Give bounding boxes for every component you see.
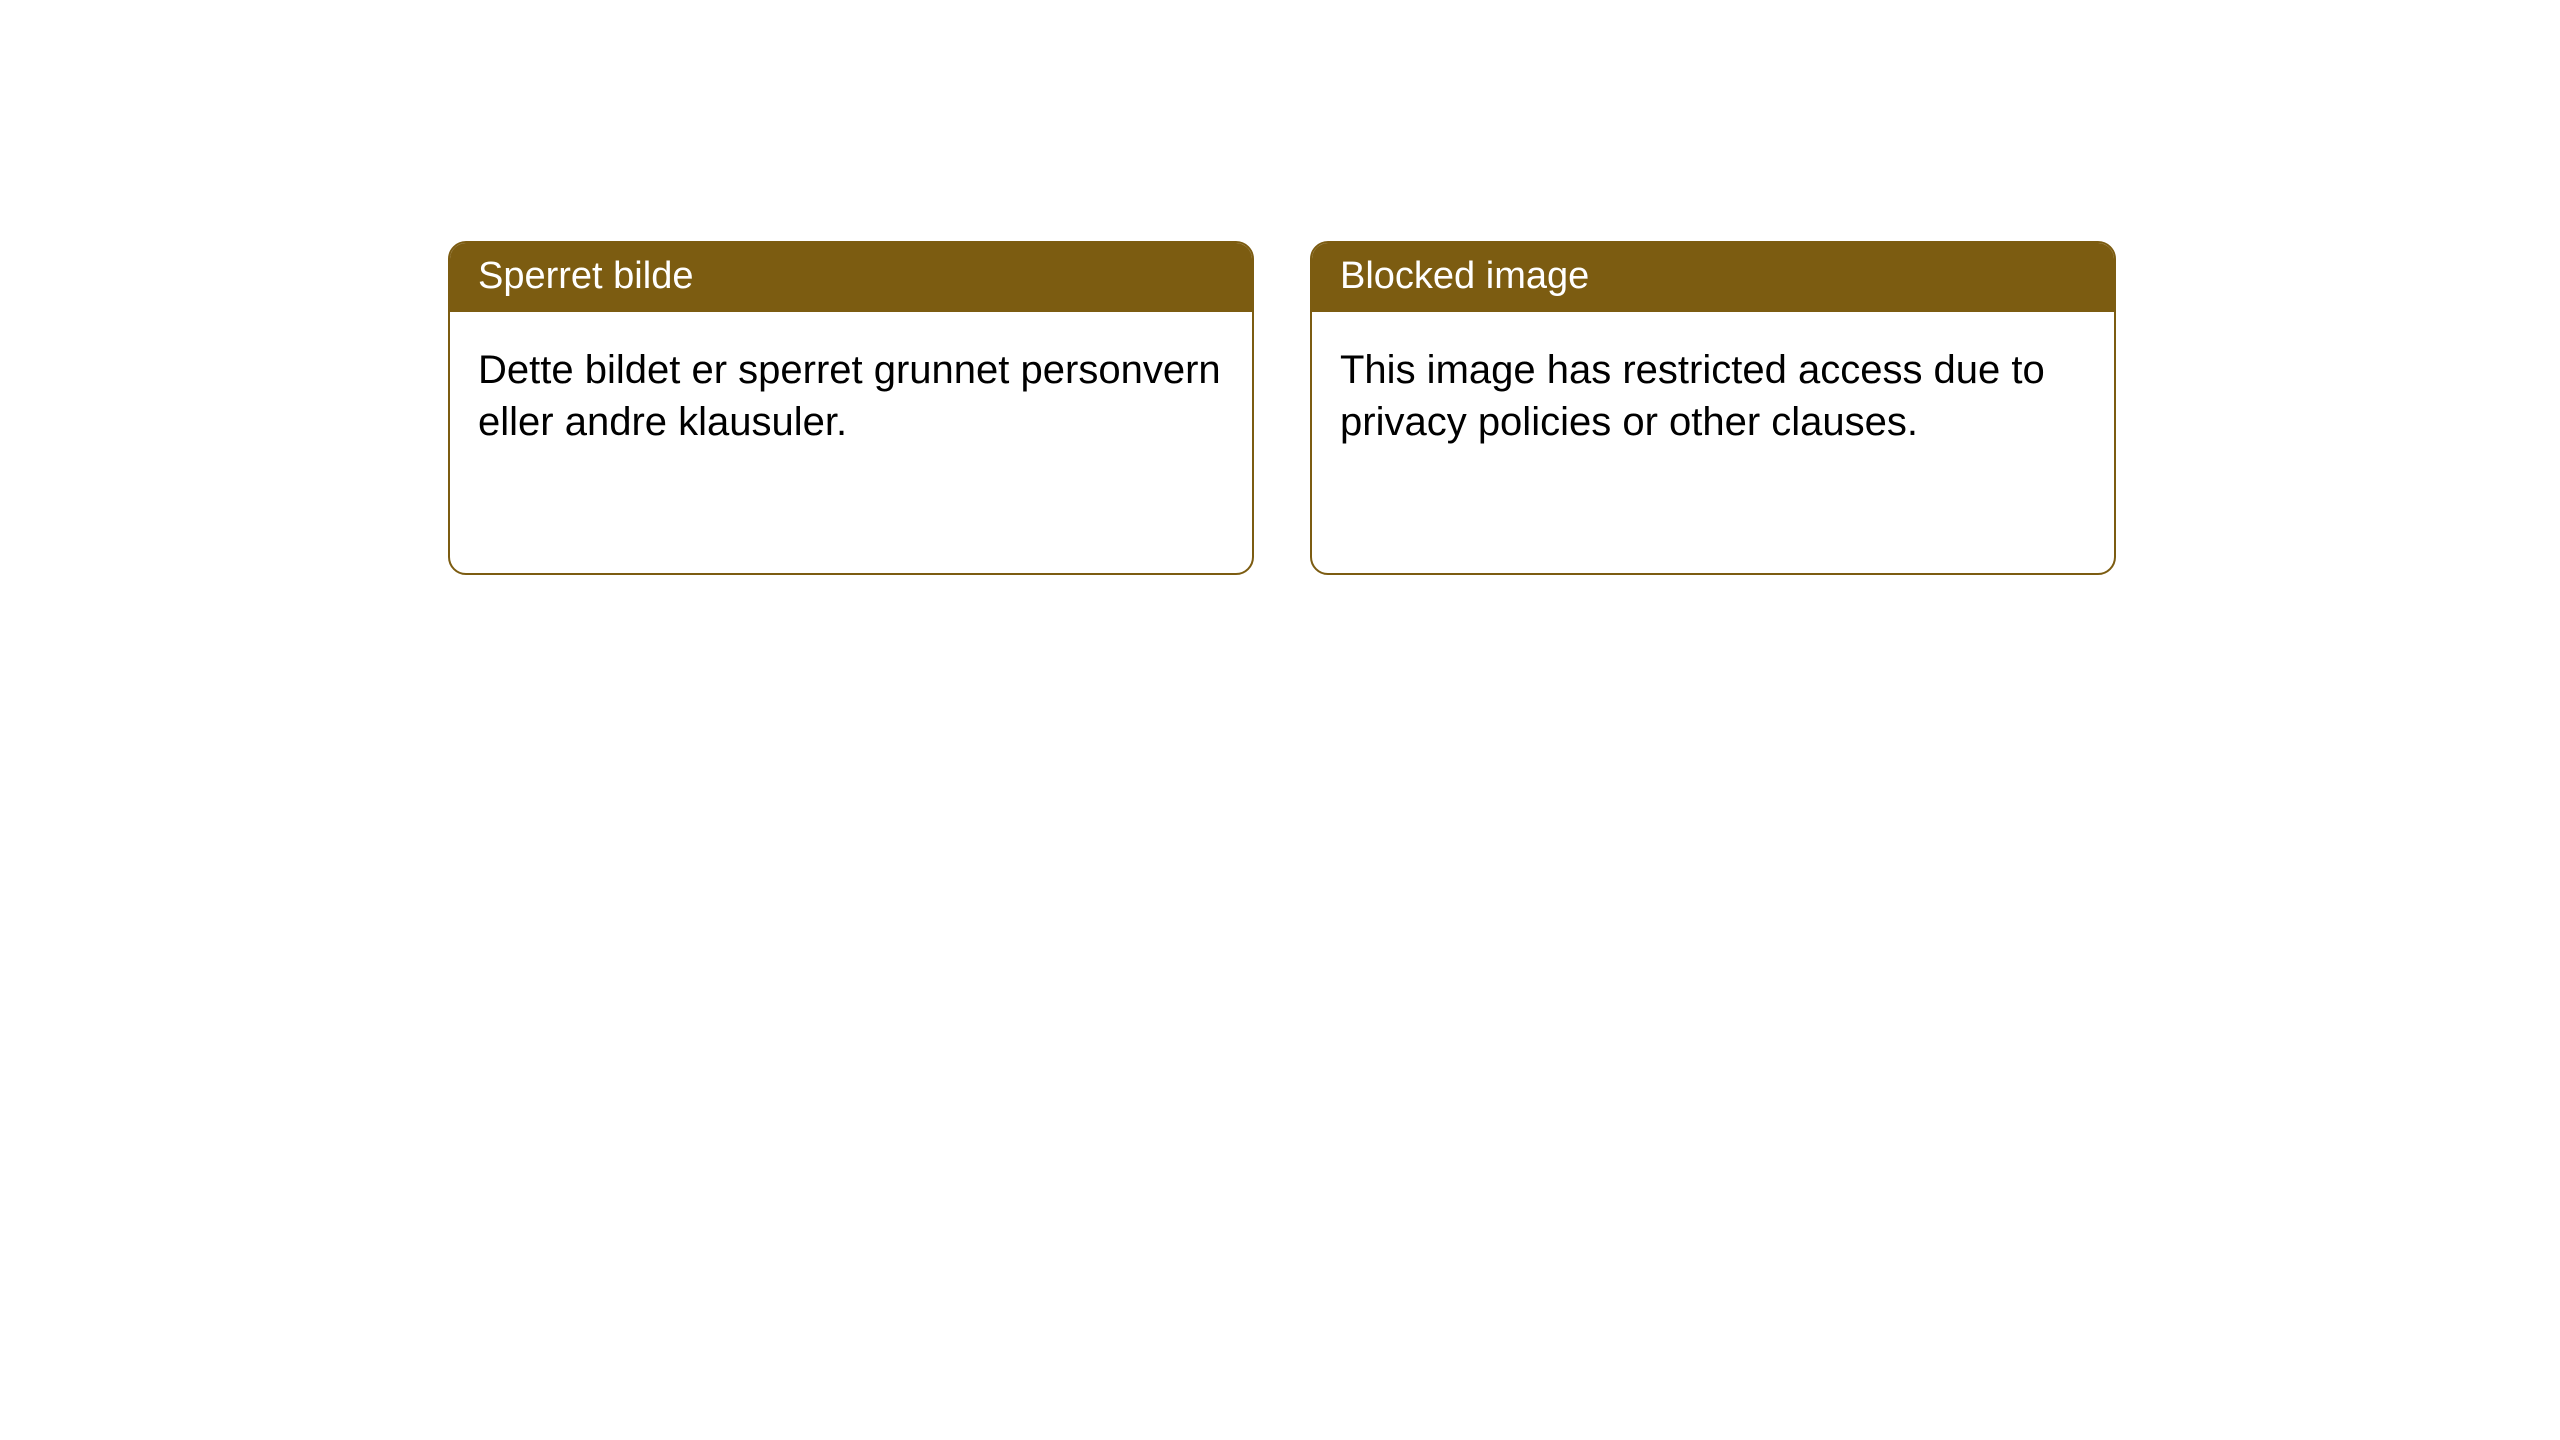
- card-body: This image has restricted access due to …: [1312, 312, 2114, 480]
- card-body: Dette bildet er sperret grunnet personve…: [450, 312, 1252, 480]
- card-header: Sperret bilde: [450, 243, 1252, 312]
- notice-cards-container: Sperret bilde Dette bildet er sperret gr…: [448, 241, 2116, 575]
- notice-card-english: Blocked image This image has restricted …: [1310, 241, 2116, 575]
- card-header: Blocked image: [1312, 243, 2114, 312]
- notice-card-norwegian: Sperret bilde Dette bildet er sperret gr…: [448, 241, 1254, 575]
